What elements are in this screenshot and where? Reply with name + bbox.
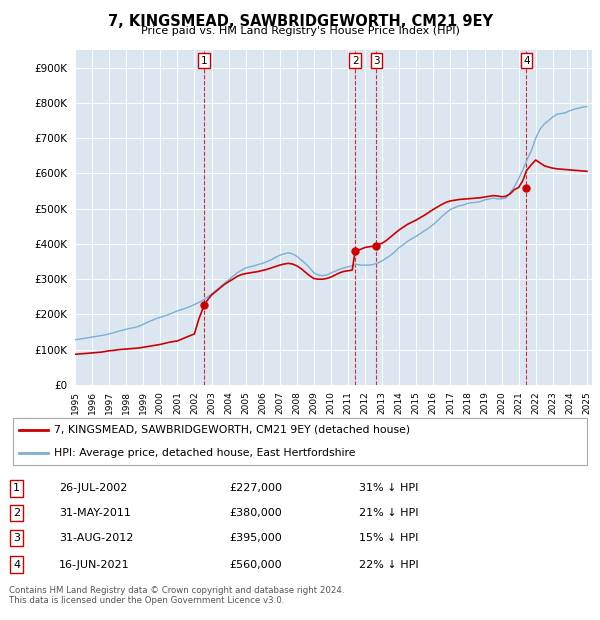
Text: 3: 3 xyxy=(13,533,20,543)
Text: 31% ↓ HPI: 31% ↓ HPI xyxy=(359,484,418,494)
Text: 16-JUN-2021: 16-JUN-2021 xyxy=(59,560,130,570)
Text: £380,000: £380,000 xyxy=(229,508,282,518)
Text: 3: 3 xyxy=(373,56,380,66)
Text: 7, KINGSMEAD, SAWBRIDGEWORTH, CM21 9EY (detached house): 7, KINGSMEAD, SAWBRIDGEWORTH, CM21 9EY (… xyxy=(53,425,410,435)
Text: 1: 1 xyxy=(201,56,208,66)
Text: HPI: Average price, detached house, East Hertfordshire: HPI: Average price, detached house, East… xyxy=(53,448,355,458)
Text: 31-MAY-2011: 31-MAY-2011 xyxy=(59,508,131,518)
Text: 4: 4 xyxy=(523,56,530,66)
Text: £227,000: £227,000 xyxy=(229,484,283,494)
Text: 4: 4 xyxy=(13,560,20,570)
Text: 15% ↓ HPI: 15% ↓ HPI xyxy=(359,533,418,543)
Text: £560,000: £560,000 xyxy=(229,560,282,570)
Text: 7, KINGSMEAD, SAWBRIDGEWORTH, CM21 9EY: 7, KINGSMEAD, SAWBRIDGEWORTH, CM21 9EY xyxy=(107,14,493,29)
Text: 26-JUL-2002: 26-JUL-2002 xyxy=(59,484,127,494)
Text: Price paid vs. HM Land Registry's House Price Index (HPI): Price paid vs. HM Land Registry's House … xyxy=(140,26,460,36)
Text: 21% ↓ HPI: 21% ↓ HPI xyxy=(359,508,418,518)
Text: 1: 1 xyxy=(13,484,20,494)
Text: 2: 2 xyxy=(352,56,358,66)
Text: Contains HM Land Registry data © Crown copyright and database right 2024.
This d: Contains HM Land Registry data © Crown c… xyxy=(9,586,344,605)
Text: 2: 2 xyxy=(13,508,20,518)
Text: £395,000: £395,000 xyxy=(229,533,282,543)
Text: 31-AUG-2012: 31-AUG-2012 xyxy=(59,533,133,543)
Text: 22% ↓ HPI: 22% ↓ HPI xyxy=(359,560,418,570)
